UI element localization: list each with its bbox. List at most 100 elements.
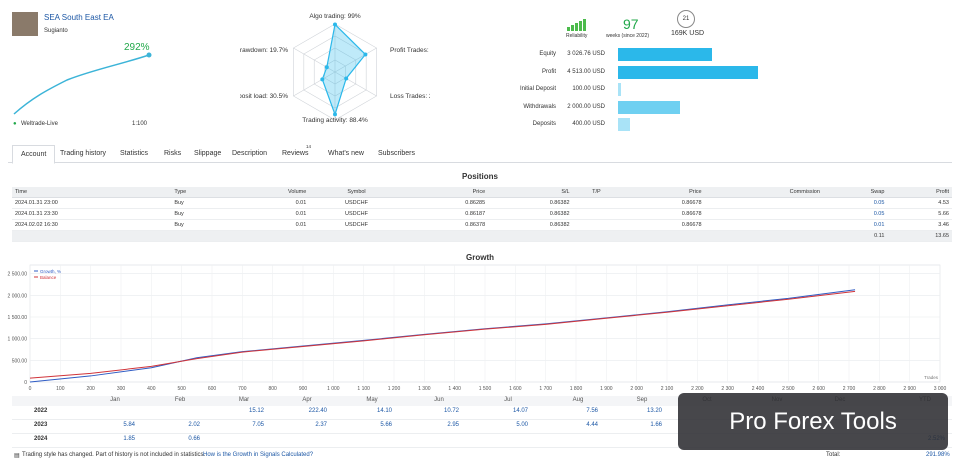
cell [171,230,230,242]
cell: USDCHF [309,197,404,209]
balance-bar [618,65,758,79]
bar-value-label: 3 026.76 USD [567,51,605,57]
column-header: Price [403,187,489,198]
cell: Buy [171,219,230,231]
bar-value-label: 4 513.00 USD [567,68,605,75]
tab[interactable]: Trading history [60,150,107,157]
y-tick-label: 2 000.00 [8,293,28,299]
column-header: T/P [572,187,621,198]
month-header: Sep [636,397,648,403]
month-value: 2.95 [447,422,459,428]
x-tick-label: 1 900 [600,386,613,392]
radar-label: Trading activity: 88.4% [302,117,368,124]
column-header: Price [620,187,705,198]
mini-growth [13,52,152,115]
cell [704,197,823,209]
position-row: 2024.01.31 23:30 Buy 0.01 USDCHF 0.86187 0.86… [12,208,952,220]
cell: 13.65 [887,230,952,242]
x-axis-label: Trades [924,375,939,380]
x-tick-label: 2 100 [661,386,674,392]
month-value: 10.72 [443,408,459,414]
tab[interactable]: What's new [328,150,364,157]
series-line [29,290,856,379]
cell: 2024.02.02 16:30 [12,219,172,231]
tab[interactable]: Risks [164,150,182,157]
cell [403,230,489,242]
cell: 0.01 [822,219,888,231]
growth-title: Growth [466,253,494,262]
tab[interactable]: Description [232,150,268,157]
cell [620,230,705,242]
radar-label: Profit Trades: 73.1% [390,47,430,54]
radar-point [320,77,325,82]
year: 2023 [34,422,48,428]
x-tick-label: 2 500 [782,386,795,392]
signal-name[interactable]: SEA South East EA [44,13,114,22]
column-header: Profit [887,187,952,198]
bar-label: Profit [541,68,556,75]
cell: USDCHF [309,219,404,231]
x-tick-label: 1 400 [448,386,461,392]
x-tick-label: 700 [238,386,247,392]
growth-value: 292% [124,42,150,53]
month-header: Jun [434,397,444,403]
series-line [29,289,856,383]
x-tick-label: 1 500 [479,386,492,392]
cell: USDCHF [309,208,404,220]
bar-label: Equity [539,51,556,57]
note: Trading style has changed. Part of histo… [22,452,206,458]
cell: 0.11 [822,230,888,242]
x-tick-label: 3 000 [934,386,947,392]
tab[interactable]: Slippage [194,150,222,157]
legend-label: Balance [40,275,57,280]
reliability-label: Reliability [566,33,588,39]
month-header: Jul [504,397,512,403]
x-tick-label: 1 600 [509,386,522,392]
tab[interactable]: Statistics [120,150,149,157]
radar-label: Maximum drawdown: 19.7% [240,47,288,54]
tab[interactable]: Reviews [282,150,309,157]
cell [704,219,823,231]
column-header: Commission [704,187,823,198]
tab[interactable]: Subscribers [378,150,415,157]
tab[interactable]: Account [12,145,56,164]
reliability-icon [567,19,586,31]
month-header-row [12,396,952,406]
cell [704,208,823,220]
funds: 169K USD [671,30,705,37]
x-tick-label: 2 800 [873,386,886,392]
column-header: Type [171,187,230,198]
x-tick-label: 2 900 [903,386,916,392]
cell: 0.86187 [403,208,489,220]
mini-growth-dot [146,52,152,58]
x-tick-label: 1 000 [327,386,340,392]
month-value: 4.44 [586,422,598,428]
month-value: 14.07 [512,408,528,414]
cell [309,230,404,242]
x-tick-label: 2 600 [812,386,825,392]
column-header: Time [12,187,172,198]
cell: 0.05 [822,208,888,220]
cell: 0.86382 [488,208,573,220]
calc-link[interactable]: How is the Growth in Signals Calculated? [203,452,314,458]
watermark: Pro Forex Tools [678,393,948,450]
cell: 4.53 [887,197,952,209]
balance-bar [618,83,622,96]
radar-label: Loss Trades: 26.9% [390,93,430,100]
month-header: Apr [302,397,312,403]
radar-point [363,52,368,57]
cell: 0.86678 [620,208,705,220]
cell: 0.86678 [620,219,705,231]
cell [12,230,172,242]
x-tick-label: 1 700 [539,386,552,392]
month-value: 5.66 [380,422,392,428]
position-row: 2024.01.31 23:00 Buy 0.01 USDCHF 0.86285 0.86… [12,197,952,209]
total-label: Total: [826,452,841,458]
radar-point [344,76,349,81]
month-value: 5.84 [123,422,135,428]
month-value: 1.66 [650,422,662,428]
year: 2022 [34,408,48,414]
radar-point [333,22,337,27]
month-value: 1.85 [123,436,135,442]
month-header: Aug [572,397,584,403]
